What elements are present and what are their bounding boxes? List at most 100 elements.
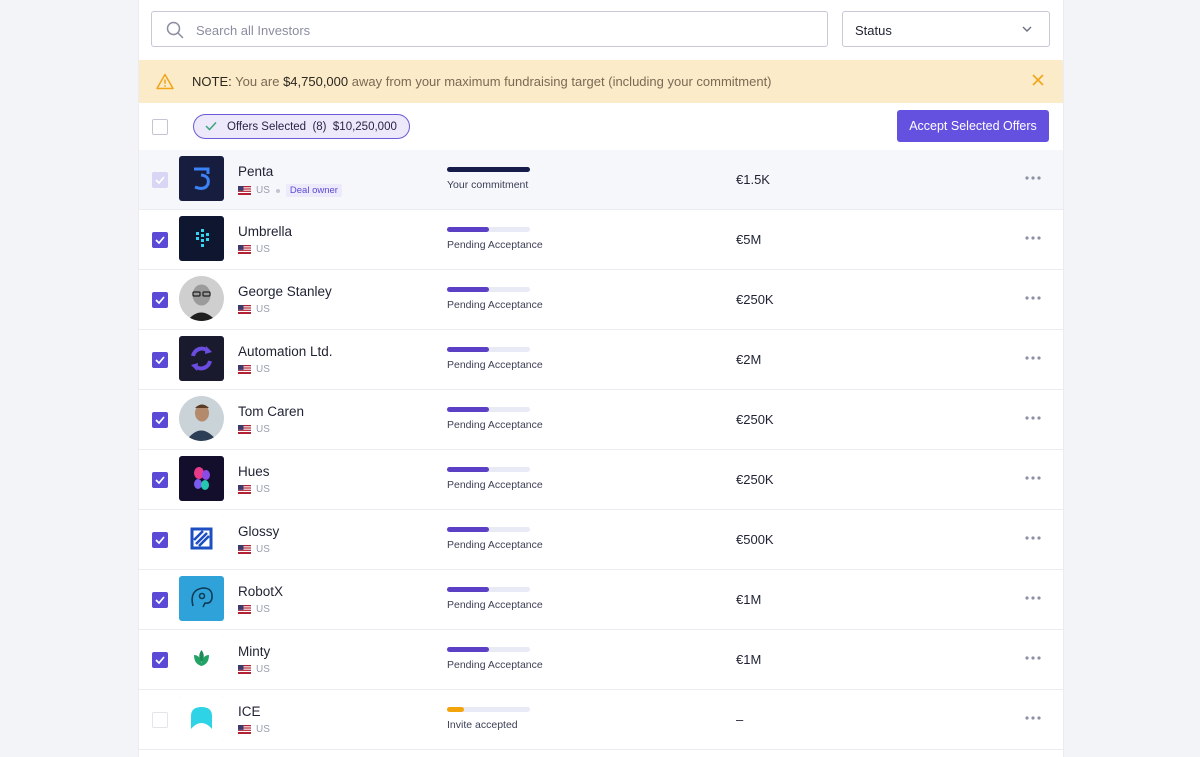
row-checkbox[interactable] (152, 412, 168, 428)
country-code: US (256, 364, 270, 375)
status-progress-fill (447, 347, 489, 352)
investor-country: US (238, 484, 270, 495)
more-options-icon[interactable] (1025, 656, 1041, 660)
status-progress-bar (447, 167, 530, 172)
warning-icon (156, 73, 174, 90)
deal-owner-badge: Deal owner (285, 184, 342, 197)
investor-row[interactable]: George Stanley US Pending Acceptance €250K (139, 270, 1063, 330)
row-checkbox[interactable] (152, 292, 168, 308)
selection-toolbar: Offers Selected (8) $10,250,000 Accept S… (139, 103, 1063, 151)
us-flag-icon (238, 305, 251, 314)
country-code: US (256, 424, 270, 435)
avatar (179, 276, 224, 321)
status-progress-bar (447, 407, 530, 412)
investor-name[interactable]: Penta (238, 164, 274, 179)
more-options-icon[interactable] (1025, 596, 1041, 600)
status-label: Pending Acceptance (447, 599, 543, 611)
status-progress-fill (447, 287, 489, 292)
glossy-logo-icon (179, 516, 224, 561)
status-label: Pending Acceptance (447, 299, 543, 311)
country-code: US (256, 185, 270, 196)
status-progress-fill (447, 467, 489, 472)
search-input[interactable] (194, 12, 818, 48)
more-options-icon[interactable] (1025, 356, 1041, 360)
investor-country: US (238, 364, 270, 375)
investor-name[interactable]: George Stanley (238, 284, 332, 299)
status-progress-fill (447, 227, 489, 232)
more-options-icon[interactable] (1025, 716, 1041, 720)
investor-name[interactable]: Umbrella (238, 224, 293, 239)
accept-selected-offers-button[interactable]: Accept Selected Offers (897, 110, 1049, 142)
offer-amount: €500K (736, 532, 774, 547)
separator-dot (275, 188, 280, 193)
investor-row[interactable]: RobotX US Pending Acceptance €1M (139, 570, 1063, 630)
investor-country: US (238, 424, 270, 435)
more-options-icon[interactable] (1025, 296, 1041, 300)
status-label: Pending Acceptance (447, 539, 543, 551)
investor-row[interactable]: ICE US Invite accepted – (139, 690, 1063, 750)
investor-country: US Deal owner (238, 184, 342, 197)
investor-row[interactable]: Tom Caren US Pending Acceptance €250K (139, 390, 1063, 450)
offer-amount: €250K (736, 472, 774, 487)
row-checkbox[interactable] (152, 232, 168, 248)
note-prefix: NOTE: (192, 74, 232, 89)
penta-logo-icon (179, 156, 224, 201)
status-progress-bar (447, 587, 530, 592)
row-checkbox[interactable] (152, 472, 168, 488)
search-icon (166, 21, 184, 39)
status-dropdown[interactable]: Status (842, 11, 1050, 47)
investor-row[interactable]: Automation Ltd. US Pending Acceptance €2M (139, 330, 1063, 390)
investor-row[interactable]: Penta US Deal owner Your commitment €1.5K (139, 150, 1063, 210)
offers-selected-count: (8) (312, 121, 327, 133)
row-checkbox[interactable] (152, 592, 168, 608)
status-progress-bar (447, 287, 530, 292)
investor-country: US (238, 664, 270, 675)
investor-name[interactable]: Tom Caren (238, 404, 305, 419)
automation-logo-icon (179, 336, 224, 381)
status-label: Pending Acceptance (447, 419, 543, 431)
row-checkbox[interactable] (152, 532, 168, 548)
investor-country: US (238, 304, 270, 315)
status-label: Invite accepted (447, 719, 518, 731)
row-checkbox[interactable] (152, 352, 168, 368)
robotx-logo-icon (179, 576, 224, 621)
investor-name[interactable]: ICE (238, 704, 261, 719)
status-label: Pending Acceptance (447, 479, 543, 491)
investor-name[interactable]: RobotX (238, 584, 284, 599)
offers-selected-chip[interactable]: Offers Selected (8) $10,250,000 (193, 114, 410, 139)
ice-logo-icon (179, 696, 224, 741)
more-options-icon[interactable] (1025, 536, 1041, 540)
investor-row[interactable]: Hues US Pending Acceptance €250K (139, 450, 1063, 510)
search-box[interactable] (151, 11, 828, 48)
note-amount: $4,750,000 (283, 74, 349, 89)
investors-panel: Status NOTE: You are $4,750,000 away fro… (138, 0, 1064, 757)
investor-name[interactable]: Glossy (238, 524, 280, 539)
us-flag-icon (238, 725, 251, 734)
select-all-checkbox[interactable] (152, 119, 168, 135)
status-progress-bar (447, 467, 530, 472)
offer-amount: €5M (736, 232, 762, 247)
us-flag-icon (238, 605, 251, 614)
investor-country: US (238, 544, 270, 555)
investor-row[interactable]: Glossy US Pending Acceptance €500K (139, 510, 1063, 570)
status-progress-fill (447, 707, 464, 712)
row-checkbox[interactable] (152, 712, 168, 728)
investor-name[interactable]: Automation Ltd. (238, 344, 333, 359)
status-label: Your commitment (447, 179, 529, 191)
status-label: Pending Acceptance (447, 239, 543, 251)
row-checkbox[interactable] (152, 652, 168, 668)
investor-row[interactable]: Umbrella US Pending Acceptance €5M (139, 210, 1063, 270)
country-code: US (256, 304, 270, 315)
row-checkbox[interactable] (152, 172, 168, 188)
investor-row[interactable]: Minty US Pending Acceptance €1M (139, 630, 1063, 690)
more-options-icon[interactable] (1025, 176, 1041, 180)
more-options-icon[interactable] (1025, 476, 1041, 480)
offer-amount: – (736, 712, 744, 727)
status-progress-bar (447, 227, 530, 232)
more-options-icon[interactable] (1025, 236, 1041, 240)
more-options-icon[interactable] (1025, 416, 1041, 420)
close-icon[interactable] (1031, 73, 1045, 87)
investor-name[interactable]: Hues (238, 464, 270, 479)
investor-name[interactable]: Minty (238, 644, 271, 659)
note-text-after: away from your maximum fundraising targe… (348, 74, 772, 89)
